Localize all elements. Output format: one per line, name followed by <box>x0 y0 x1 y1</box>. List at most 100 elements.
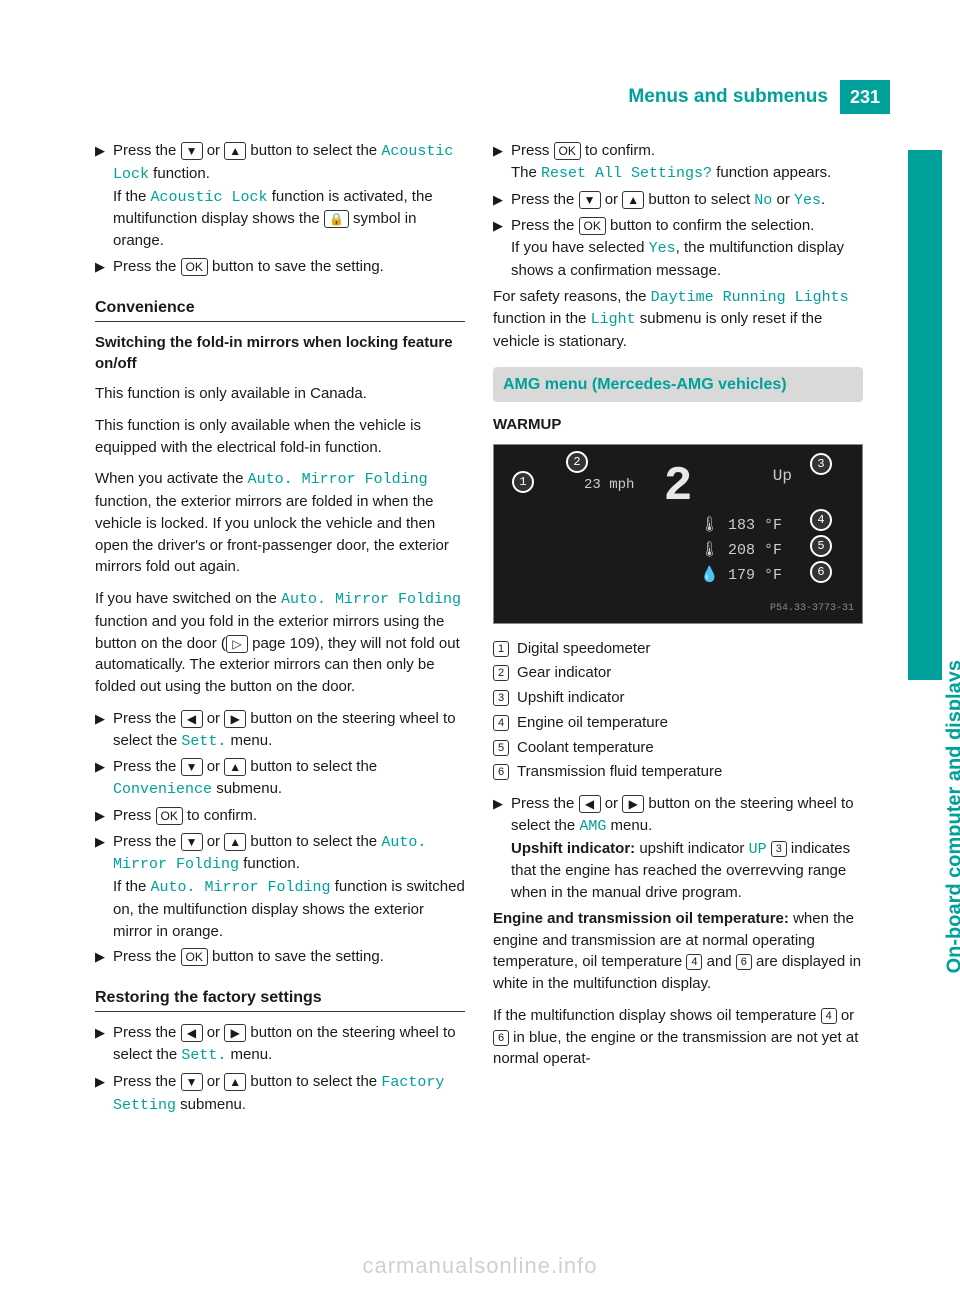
warmup-heading: WARMUP <box>493 414 863 436</box>
up-key-icon: ▲ <box>224 758 246 776</box>
txt: button to select the <box>246 142 381 159</box>
legend-item: 6Transmission fluid temperature <box>493 761 863 783</box>
ok-key-icon: OK <box>554 142 581 160</box>
callout-ref-icon: 1 <box>493 641 509 657</box>
txt: button to save the setting. <box>208 258 384 275</box>
paragraph: For safety reasons, the Daytime Running … <box>493 286 863 353</box>
paragraph: If you have switched on the Auto. Mirror… <box>95 588 465 698</box>
txt: . <box>821 191 825 208</box>
convenience-label: Convenience <box>113 781 212 798</box>
txt: If the <box>113 878 151 895</box>
callout-ref-icon: 4 <box>493 715 509 731</box>
txt: If the multifunction display shows oil t… <box>493 1007 821 1024</box>
left-column: ▶ Press the ▼ or ▲ button to select the … <box>95 140 465 1120</box>
txt: If the <box>113 188 151 205</box>
amg-banner: AMG menu (Mercedes-AMG vehicles) <box>493 367 863 402</box>
ok-key-icon: OK <box>181 258 208 276</box>
txt: menu. <box>226 732 272 749</box>
legend-text: Digital speedometer <box>517 638 650 660</box>
warmup-diagram: 2 23 mph Up 🌡 183 °F 🌡 208 °F 💧 179 °F 1… <box>493 444 863 624</box>
side-tab <box>908 150 942 680</box>
paragraph: This function is only available in Canad… <box>95 383 465 405</box>
txt: button to select the <box>246 1073 381 1090</box>
step-marker-icon: ▶ <box>95 756 113 801</box>
step-body: Press the ▼ or ▲ button to select the Ac… <box>113 140 465 252</box>
txt: The <box>511 164 541 181</box>
txt: Press the <box>113 710 181 727</box>
txt: and <box>702 953 735 970</box>
txt: If you have selected <box>511 239 649 256</box>
step-body: Press the ◀ or ▶ button on the steering … <box>511 793 863 904</box>
callout-ref-icon: 3 <box>493 690 509 706</box>
side-label: On-board computer and displays <box>940 660 960 973</box>
txt: or <box>837 1007 855 1024</box>
txt: Press the <box>113 1024 181 1041</box>
up-key-icon: ▲ <box>224 1073 246 1091</box>
txt: menu. <box>226 1046 272 1063</box>
txt: button to select the <box>246 833 381 850</box>
callout-ref-icon: 4 <box>821 1008 837 1024</box>
down-key-icon: ▼ <box>181 758 203 776</box>
yes-label: Yes <box>649 240 676 257</box>
left-key-icon: ◀ <box>579 795 601 813</box>
legend-item: 3 Upshift indicator <box>493 687 863 709</box>
fold-mirrors-heading: Switching the fold-in mirrors when locki… <box>95 332 465 376</box>
page-header: Menus and submenus 231 <box>628 80 890 114</box>
step-body: Press the ▼ or ▲ button to select the Co… <box>113 756 465 801</box>
page-number: 231 <box>840 80 890 114</box>
legend-text: Gear indicator <box>517 662 611 684</box>
auto-mirror-label: Auto. Mirror Folding <box>248 471 428 488</box>
legend-item: 4Engine oil temperature <box>493 712 863 734</box>
engine-temp-bold: Engine and transmission oil temperature: <box>493 910 789 927</box>
txt: function in the <box>493 310 591 327</box>
right-key-icon: ▶ <box>224 1024 246 1042</box>
trans-temp-value: 💧 179 °F <box>700 565 782 587</box>
step-marker-icon: ▶ <box>95 1022 113 1067</box>
txt: button to select <box>644 191 754 208</box>
upshift-value: Up <box>773 465 792 488</box>
down-key-icon: ▼ <box>181 833 203 851</box>
header-title: Menus and submenus <box>628 83 828 111</box>
convenience-heading: Convenience <box>95 296 465 322</box>
acoustic-lock-label: Acoustic Lock <box>151 189 268 206</box>
step-body: Press the ▼ or ▲ button to select No or … <box>511 189 863 212</box>
txt: Press the <box>113 948 181 965</box>
txt: function. <box>149 165 210 182</box>
reset-all-label: Reset All Settings? <box>541 165 712 182</box>
txt: Press the <box>113 258 181 275</box>
txt: Press the <box>511 217 579 234</box>
txt: to confirm. <box>581 142 655 159</box>
txt: function, the exterior mirrors are folde… <box>95 493 449 575</box>
step-body: Press the ▼ or ▲ button to select the Fa… <box>113 1071 465 1117</box>
txt: upshift indicator <box>635 840 748 857</box>
txt: For safety reasons, the <box>493 288 651 305</box>
step-marker-icon: ▶ <box>95 256 113 278</box>
txt: or <box>601 795 623 812</box>
speed-value: 23 mph <box>584 475 634 495</box>
callout-ref-icon: 6 <box>493 1030 509 1046</box>
callout-6: 6 <box>810 561 832 583</box>
txt: Press the <box>113 758 181 775</box>
step-item: ▶ Press the OK button to save the settin… <box>95 256 465 278</box>
txt: menu. <box>606 817 652 834</box>
txt: If you have switched on the <box>95 590 281 607</box>
txt: function appears. <box>712 164 831 181</box>
diagram-label: P54.33-3773-31 <box>770 602 854 617</box>
step-marker-icon: ▶ <box>493 189 511 212</box>
auto-mirror-label: Auto. Mirror Folding <box>151 879 331 896</box>
callout-4: 4 <box>810 509 832 531</box>
legend-item: 5Coolant temperature <box>493 737 863 759</box>
page-ref: page 109 <box>252 635 315 652</box>
callout-ref-icon: 2 <box>493 665 509 681</box>
legend-item: 2 Gear indicator <box>493 662 863 684</box>
txt: Press the <box>113 833 181 850</box>
step-marker-icon: ▶ <box>95 708 113 753</box>
txt: or <box>203 833 225 850</box>
txt: Press the <box>113 1073 181 1090</box>
legend-text: Upshift indicator <box>517 687 625 709</box>
txt: Press <box>511 142 554 159</box>
down-key-icon: ▼ <box>181 142 203 160</box>
step-item: ▶ Press the ◀ or ▶ button on the steerin… <box>95 1022 465 1067</box>
oil-temp-value: 🌡 183 °F <box>700 515 782 537</box>
txt: When you activate the <box>95 470 248 487</box>
